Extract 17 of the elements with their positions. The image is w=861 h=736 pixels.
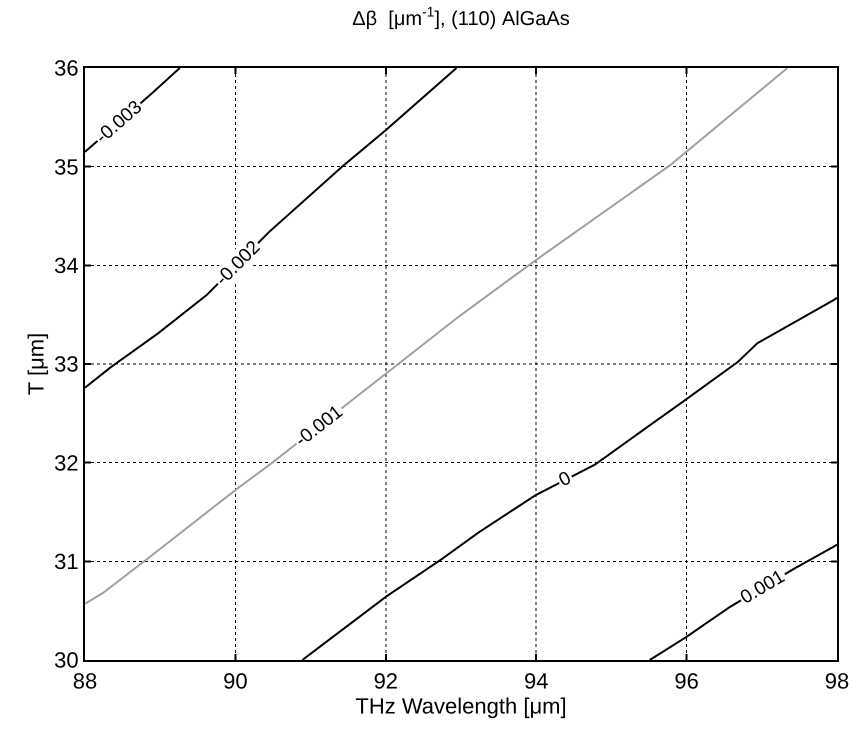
text: 0: [556, 468, 575, 492]
y-tick-label: 36: [54, 56, 79, 81]
y-tick-label: 34: [54, 253, 79, 278]
text: 0.001: [736, 566, 789, 609]
chart-title: Δβ [μm$^{-1}$], (110) AlGaAs: [352, 4, 570, 30]
y-axis-title: T [μm]: [23, 332, 48, 396]
x-tick-label: 96: [674, 668, 699, 694]
line-series: [85, 68, 788, 605]
y-tick-label: 32: [54, 450, 79, 476]
x-tick-label: 94: [524, 668, 548, 694]
y-tick-label: 33: [54, 352, 79, 377]
y-tick-label: 35: [54, 154, 79, 180]
y-tick-label: 31: [54, 549, 79, 574]
x-axis-title: THz Wavelength [μm]: [355, 693, 567, 718]
x-tick-label: 92: [374, 668, 398, 694]
x-tick-label: 90: [223, 668, 248, 694]
x-tick-label: 98: [824, 668, 850, 694]
